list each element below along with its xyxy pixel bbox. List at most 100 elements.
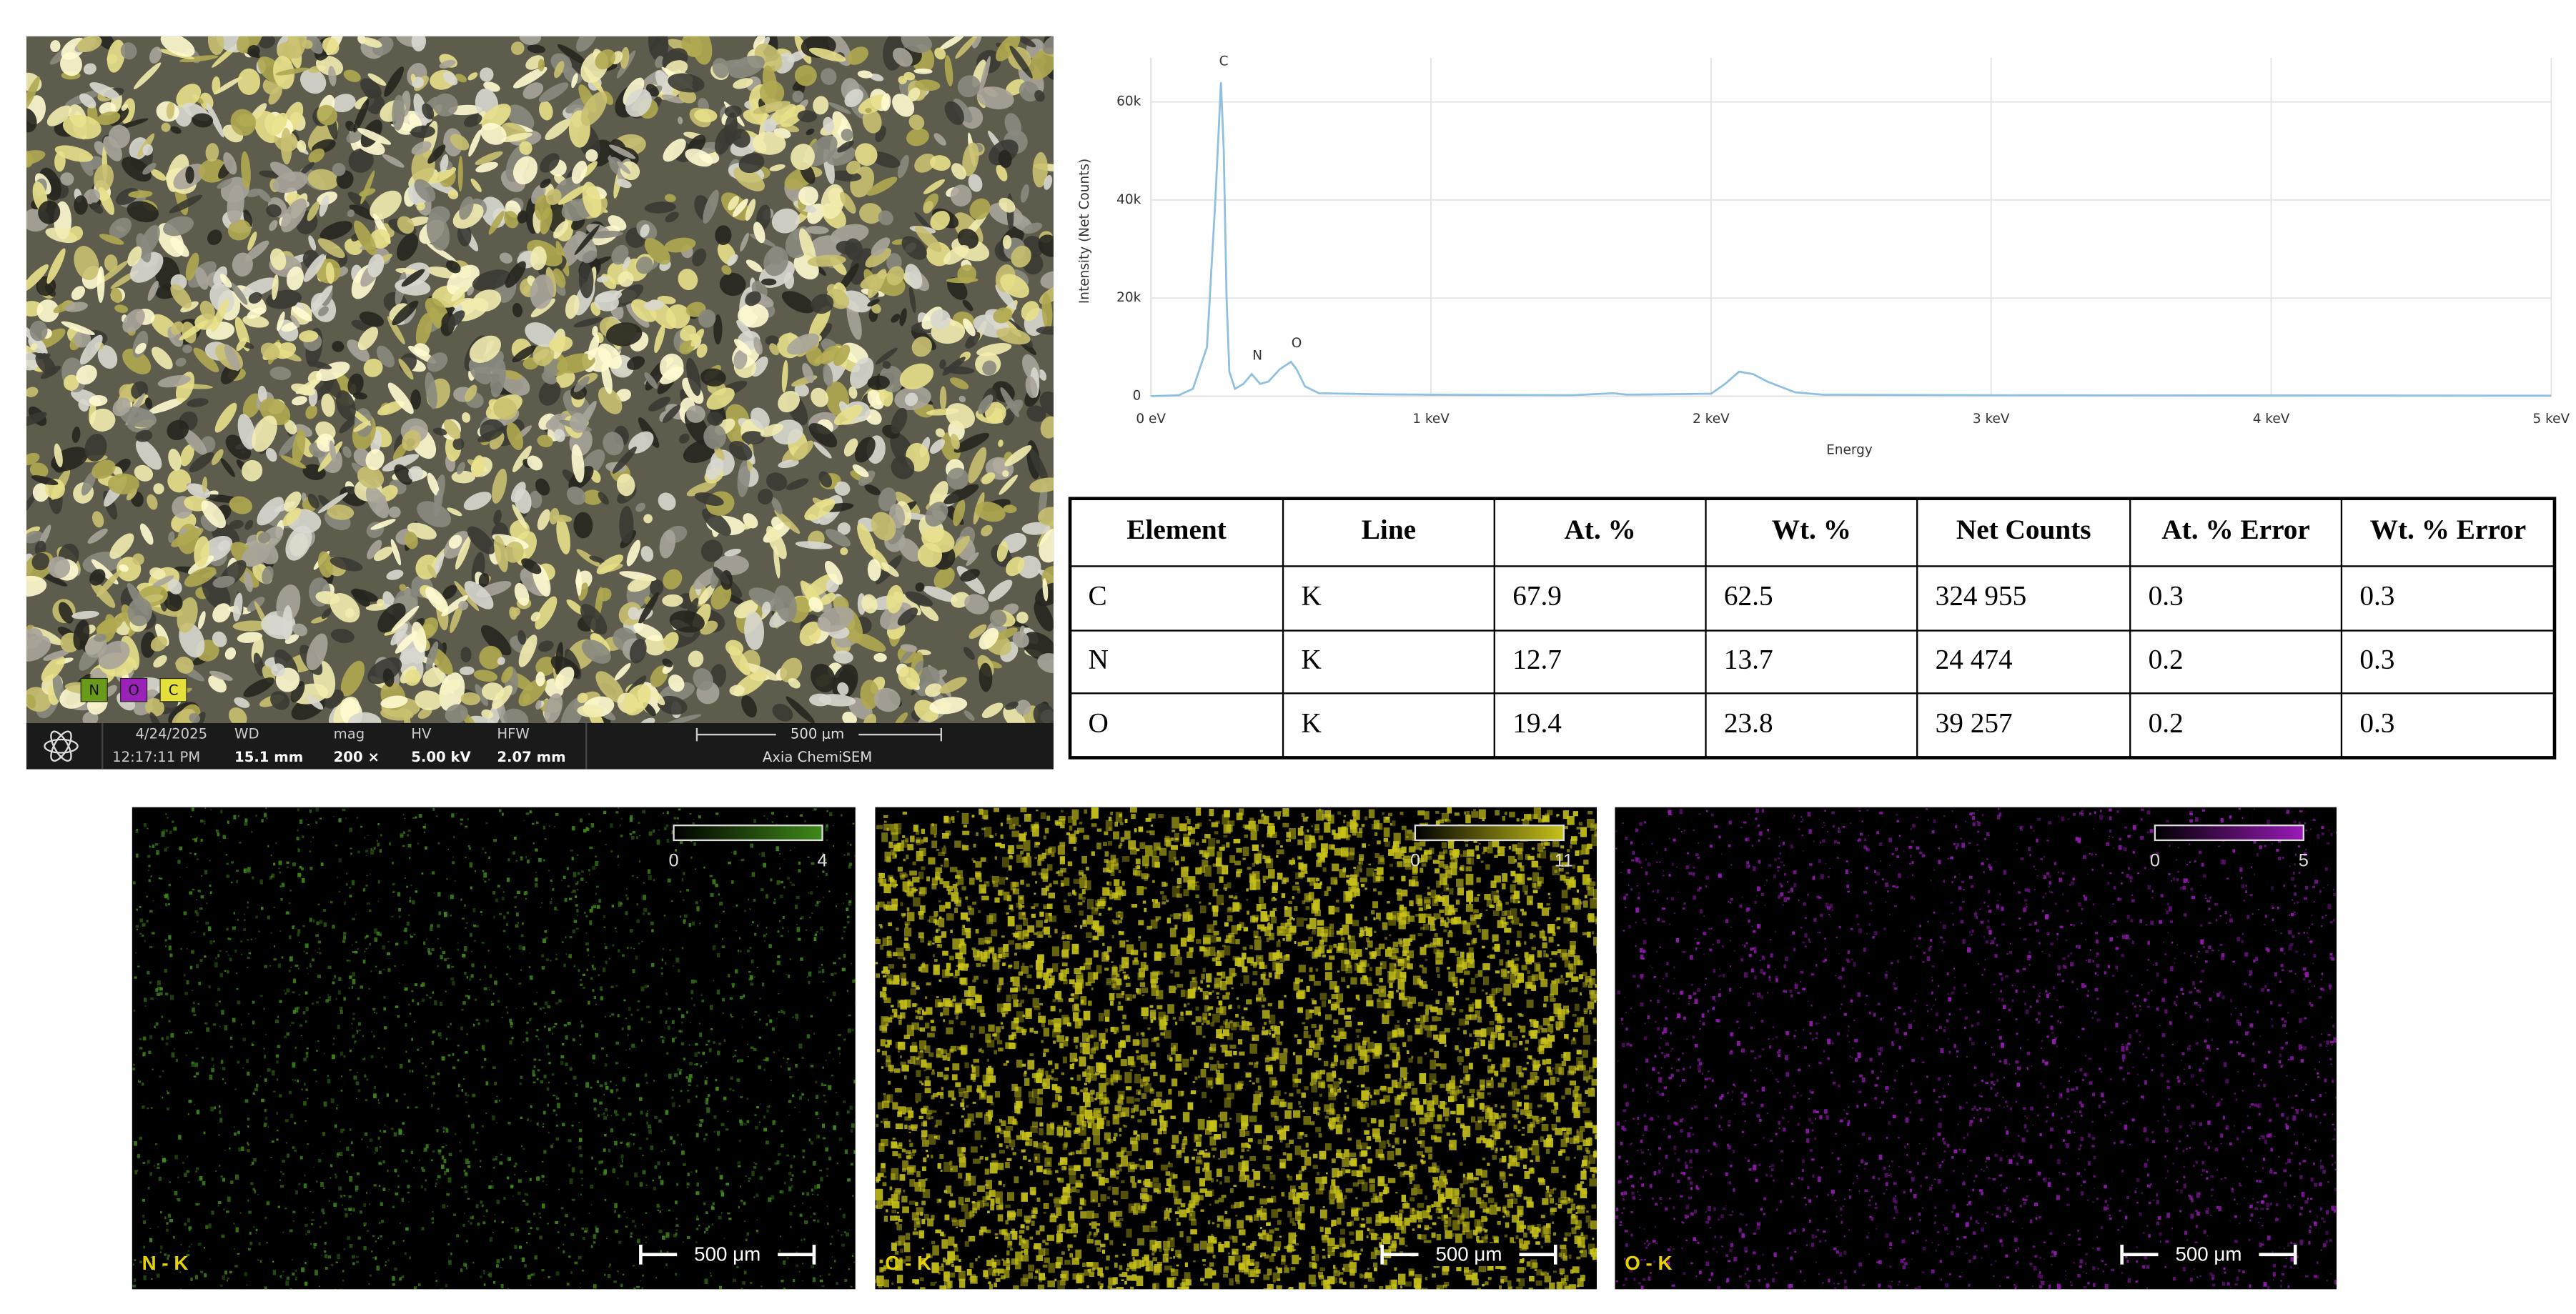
sem-grain [786, 333, 820, 355]
map-pixel [632, 831, 635, 834]
sem-grain [686, 357, 701, 397]
map-pixel [768, 944, 772, 948]
map-pixel [409, 1012, 412, 1015]
map-pixel [332, 925, 335, 929]
map-pixel [292, 1273, 295, 1276]
map-pixel [607, 1114, 608, 1117]
sem-grain [463, 114, 482, 127]
map-pixel [158, 877, 161, 880]
sem-grain [1040, 416, 1054, 439]
map-pixel [196, 1110, 200, 1115]
map-pixel [467, 817, 469, 821]
sem-grain [26, 150, 46, 166]
map-pixel [664, 962, 667, 965]
map-pixel [203, 932, 206, 936]
map-pixel [706, 1077, 708, 1079]
map-pixel [730, 851, 733, 854]
map-pixel [787, 975, 791, 978]
map-pixel [444, 958, 447, 962]
map-pixel [507, 1288, 510, 1290]
sem-grain [193, 347, 219, 373]
map-pixel [350, 1141, 353, 1145]
map-pixel [286, 861, 289, 864]
map-pixel [199, 820, 203, 823]
map-pixel [372, 1257, 375, 1259]
map-pixel [529, 975, 533, 980]
sem-grain [212, 575, 235, 588]
map-background [132, 807, 856, 1290]
map-pixel [442, 1126, 446, 1130]
map-pixel [366, 1230, 370, 1232]
map-pixel [412, 1070, 414, 1072]
map-pixel [532, 1074, 536, 1077]
map-pixel [387, 1259, 390, 1262]
x-tick-label: 1 keV [1412, 412, 1450, 427]
map-pixel [192, 888, 195, 891]
map-pixel [199, 959, 203, 962]
map-pixel [438, 1150, 441, 1155]
map-pixel [345, 817, 347, 820]
map-pixel [188, 1228, 191, 1232]
sem-grain [465, 384, 477, 402]
sem-grain [375, 495, 386, 514]
map-pixel [457, 942, 459, 944]
map-pixel [826, 824, 828, 827]
table-cell: 13.7 [1724, 644, 1773, 675]
map-pixel [406, 921, 410, 926]
map-pixel [585, 932, 588, 934]
map-pixel [885, 1044, 890, 1048]
map-pixel [425, 1074, 428, 1077]
map-pixel [766, 933, 768, 935]
map-pixel [852, 979, 856, 983]
sem-grain [367, 254, 385, 278]
map-pixel [299, 1156, 303, 1160]
map-pixel [678, 1007, 681, 1011]
map-pixel [550, 879, 553, 882]
sem-grain [808, 597, 823, 612]
map-pixel [408, 1003, 410, 1006]
map-pixel [209, 1258, 211, 1260]
map-pixel [826, 1205, 828, 1208]
sem-grain [979, 627, 999, 649]
map-pixel [752, 921, 754, 924]
map-pixel [803, 1238, 806, 1240]
map-pixel [659, 1010, 663, 1014]
map-pixel [507, 945, 509, 948]
map-pixel [460, 1026, 463, 1030]
map-pixel [259, 1260, 262, 1263]
map-pixel [665, 1021, 668, 1025]
map-pixel [418, 814, 422, 818]
map-pixel [327, 1075, 330, 1077]
map-pixel [313, 1069, 317, 1071]
sem-grain [37, 328, 66, 349]
sem-grain [614, 662, 631, 681]
map-pixel [380, 1202, 383, 1206]
map-pixel [513, 836, 517, 840]
map-pixel [595, 860, 599, 866]
map-pixel [788, 930, 790, 932]
map-pixel [509, 977, 511, 980]
map-pixel [614, 1210, 616, 1213]
map-pixel [214, 1106, 217, 1110]
sem-grain [950, 184, 972, 206]
map-pixel [746, 1120, 750, 1124]
map-pixel [1427, 916, 1435, 925]
map-pixel [254, 938, 257, 940]
sem-grain [538, 82, 569, 103]
map-pixel [515, 924, 519, 928]
sem-grain [771, 497, 783, 515]
map-pixel [408, 1202, 410, 1203]
map-pixel [717, 1148, 720, 1151]
map-pixel [401, 1275, 405, 1278]
sem-grain [644, 372, 658, 389]
map-pixel [488, 878, 490, 881]
map-pixel [640, 1039, 643, 1042]
map-pixel [517, 1191, 521, 1195]
sem-grain [475, 684, 488, 707]
sem-grain [728, 645, 750, 675]
sem-grain [648, 397, 670, 412]
map-pixel [626, 947, 629, 950]
map-pixel [555, 812, 559, 816]
map-pixel [660, 1035, 663, 1038]
sem-grain [311, 285, 333, 312]
